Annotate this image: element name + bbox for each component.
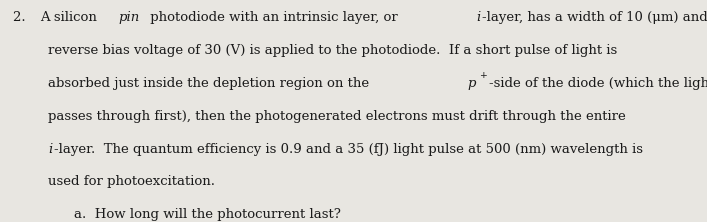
Text: p: p bbox=[468, 77, 477, 90]
Text: passes through first), then the photogenerated electrons must drift through the : passes through first), then the photogen… bbox=[48, 110, 626, 123]
Text: +: + bbox=[479, 71, 486, 80]
Text: i: i bbox=[477, 11, 481, 24]
Text: A silicon: A silicon bbox=[40, 11, 101, 24]
Text: photodiode with an intrinsic layer, or: photodiode with an intrinsic layer, or bbox=[146, 11, 402, 24]
Text: a.  How long will the photocurrent last?: a. How long will the photocurrent last? bbox=[74, 208, 341, 221]
Text: reverse bias voltage of 30 (V) is applied to the photodiode.  If a short pulse o: reverse bias voltage of 30 (V) is applie… bbox=[48, 44, 617, 57]
Text: -side of the diode (which the light: -side of the diode (which the light bbox=[489, 77, 707, 90]
Text: 2.: 2. bbox=[13, 11, 34, 24]
Text: -layer.  The quantum efficiency is 0.9 and a 35 (fJ) light pulse at 500 (nm) wav: -layer. The quantum efficiency is 0.9 an… bbox=[54, 143, 643, 156]
Text: i: i bbox=[48, 143, 52, 156]
Text: used for photoexcitation.: used for photoexcitation. bbox=[48, 175, 215, 188]
Text: -layer, has a width of 10 (μm) and a: -layer, has a width of 10 (μm) and a bbox=[482, 11, 707, 24]
Text: absorbed just inside the depletion region on the: absorbed just inside the depletion regio… bbox=[48, 77, 373, 90]
Text: pin: pin bbox=[119, 11, 140, 24]
